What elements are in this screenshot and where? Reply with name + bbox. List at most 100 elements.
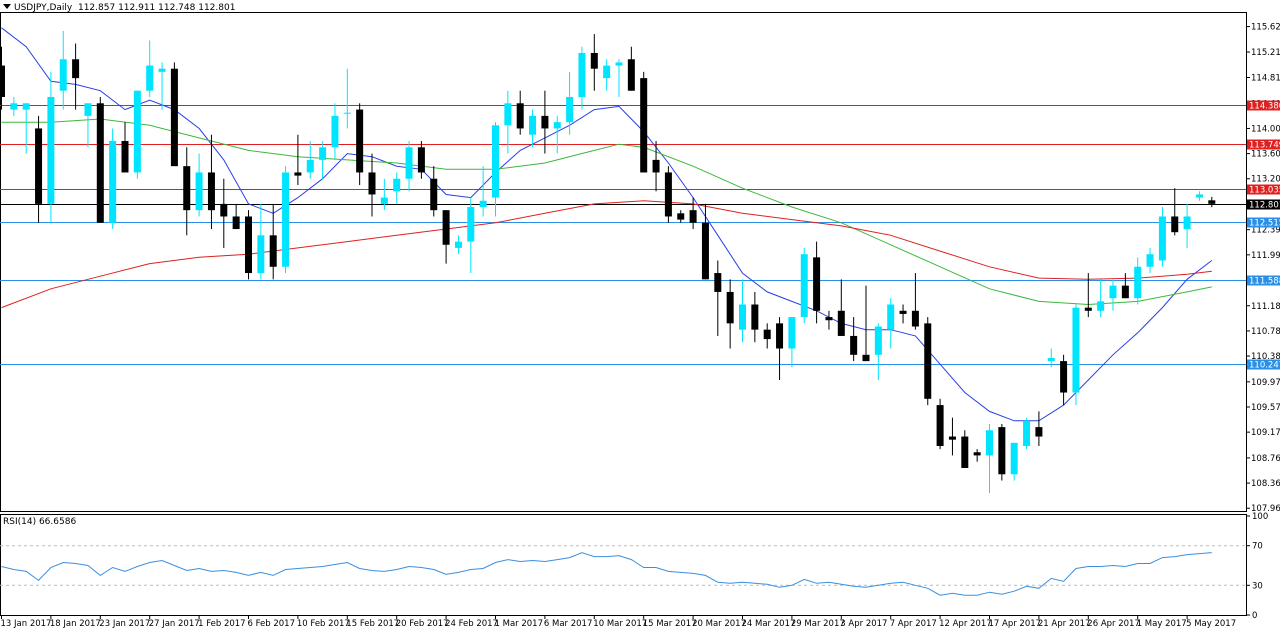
- candle-bear: [590, 52, 598, 69]
- candle-bear: [516, 103, 524, 129]
- price-y-tick-label: 111.990: [1251, 251, 1280, 261]
- candle-bear: [1035, 427, 1043, 437]
- candle-bull: [1010, 442, 1018, 475]
- candle-bull: [553, 122, 561, 129]
- price-y-tick-label: 110.380: [1251, 352, 1280, 362]
- candle-bear: [541, 115, 549, 129]
- level-tag-support: [1247, 359, 1280, 370]
- candle-bear: [1121, 285, 1129, 299]
- candle-bull: [405, 147, 413, 179]
- candle-bull: [282, 172, 290, 267]
- price-y-tick-label: 109.570: [1251, 403, 1280, 413]
- candle-bull: [504, 103, 512, 126]
- x-tick-label: 18 Jan 2017: [50, 619, 101, 629]
- rsi-y-tick-label: 100: [1252, 512, 1268, 522]
- candle-bear: [850, 335, 858, 355]
- candle-bull: [22, 103, 30, 110]
- candle-bear: [0, 65, 5, 97]
- candle-bull: [739, 304, 746, 330]
- candle-bear: [664, 172, 672, 217]
- candle-bear: [763, 329, 771, 340]
- price-y-tick-label: 108.760: [1251, 454, 1280, 464]
- candle-bull: [1195, 194, 1203, 198]
- level-tag-current: [1247, 199, 1280, 210]
- candle-bear: [232, 216, 240, 230]
- candle-bear: [207, 172, 215, 211]
- candle-bear: [1171, 216, 1179, 233]
- triangle-down-icon[interactable]: [3, 4, 11, 9]
- candle-bear: [442, 210, 450, 245]
- level-label-support: 111.588: [1249, 277, 1280, 287]
- candle-bear: [1084, 307, 1092, 311]
- candle-bull: [1158, 216, 1166, 261]
- candle-bull: [578, 52, 586, 97]
- candle-bear: [35, 128, 43, 204]
- candle-bull: [479, 200, 487, 208]
- candle-bear: [837, 310, 845, 336]
- price-y-tick-label: 109.970: [1251, 378, 1280, 388]
- candle-bear: [652, 159, 660, 173]
- price-y-tick-label: 113.600: [1251, 150, 1280, 160]
- price-y-tick-label: 110.780: [1251, 327, 1280, 337]
- candle-bear: [245, 216, 252, 274]
- ma-line-slow: [1, 200, 1212, 309]
- price-panel-frame: [0, 12, 1247, 512]
- ohlc-readout: 112.857 112.911 112.748 112.801: [77, 3, 236, 13]
- candle-bull: [393, 178, 401, 192]
- candle-bull: [343, 112, 351, 114]
- candle-bear: [776, 323, 784, 349]
- candle-bull: [1047, 357, 1055, 362]
- candle-bear: [72, 59, 80, 79]
- x-tick-label: 1 Mar 2017: [495, 619, 543, 629]
- level-label-current: 112.801: [1249, 201, 1280, 211]
- chart-header: USDJPY,Daily 112.857 112.911 112.748 112…: [2, 2, 235, 14]
- candle-bull: [1183, 216, 1191, 230]
- candle-bear: [627, 59, 635, 91]
- candle-bull: [109, 141, 117, 223]
- candle-bear: [961, 436, 969, 468]
- x-tick-label: 29 Mar 2017: [791, 619, 845, 629]
- price-y-tick-label: 111.180: [1251, 302, 1280, 312]
- candle-bull: [146, 65, 154, 91]
- price-y-tick-label: 114.000: [1251, 124, 1280, 134]
- candle-bull: [1023, 420, 1031, 446]
- rsi-title: RSI(14) 66.6586: [3, 517, 77, 527]
- x-tick-label: 3 Apr 2017: [840, 619, 887, 629]
- candle-bear: [368, 172, 376, 195]
- candle-bull: [1134, 266, 1142, 299]
- candle-bear: [677, 213, 685, 220]
- candle-bear: [936, 405, 944, 446]
- x-tick-label: 20 Feb 2017: [396, 619, 449, 629]
- x-tick-label: 21 Apr 2017: [1038, 619, 1091, 629]
- level-tag-support: [1247, 217, 1280, 228]
- rsi-y-tick-label: 70: [1252, 542, 1263, 552]
- rsi-y-tick-label: 30: [1252, 581, 1263, 591]
- candle-bull: [59, 59, 67, 91]
- candle-bear: [924, 323, 932, 399]
- level-label-resistance: 114.380: [1249, 102, 1280, 112]
- candle-bull: [887, 304, 895, 330]
- candle-bear: [1208, 200, 1216, 204]
- price-y-tick-label: 113.200: [1251, 175, 1280, 185]
- candle-bear: [726, 291, 734, 324]
- candle-bull: [788, 317, 796, 349]
- candle-bear: [825, 317, 833, 321]
- candle-bear: [998, 427, 1006, 475]
- candle-bear: [294, 172, 302, 176]
- candle-bull: [257, 235, 265, 274]
- x-tick-label: 5 May 2017: [1186, 619, 1236, 629]
- candle-bull: [133, 90, 141, 173]
- candle-bull: [1146, 254, 1154, 267]
- symbol-label: USDJPY,Daily: [14, 3, 73, 13]
- candle-bull: [566, 97, 574, 123]
- candle-bear: [430, 178, 438, 211]
- level-tag-resistance: [1247, 100, 1280, 111]
- candle-bull: [380, 197, 388, 204]
- x-tick-label: 6 Mar 2017: [544, 619, 592, 629]
- price-y-tick-label: 109.170: [1251, 428, 1280, 438]
- candle-bull: [986, 430, 993, 456]
- candle-bear: [862, 354, 870, 362]
- candle-bull: [1097, 301, 1105, 311]
